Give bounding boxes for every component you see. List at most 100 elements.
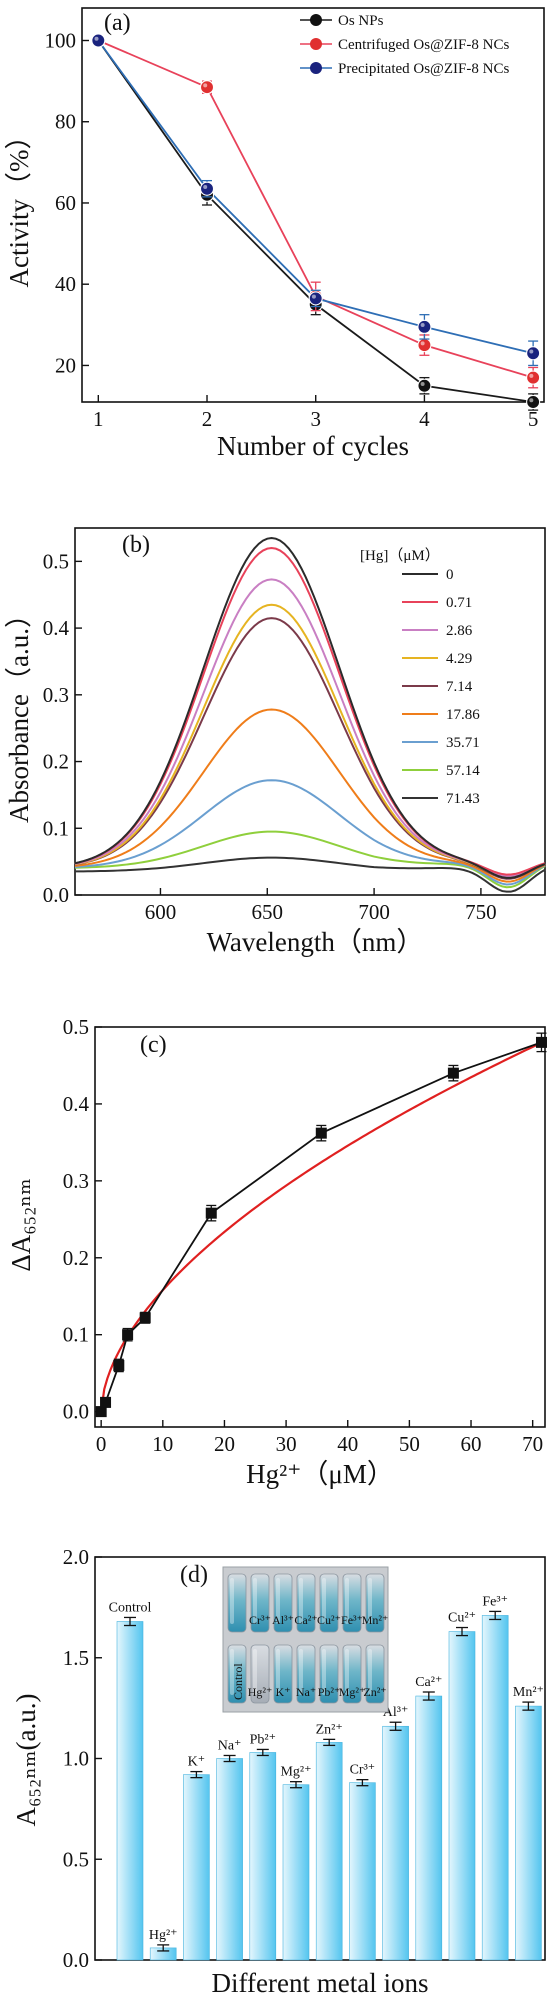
- marker-highlight: [94, 36, 99, 41]
- legend-label: 0.71: [446, 595, 472, 611]
- marker-highlight: [311, 294, 316, 299]
- data-point-series-0: [526, 394, 541, 410]
- panel-c-x-tick-label: 60: [461, 1432, 482, 1456]
- data-point-series-1: [526, 370, 541, 385]
- panel-a-x-ticks: 1 2 3 4 5: [93, 395, 538, 431]
- vial-shine: [230, 1649, 234, 1695]
- vial: [296, 1644, 316, 1704]
- panel-c-x-tick-label: 30: [276, 1432, 297, 1456]
- bar-label: Al³⁺: [383, 1705, 409, 1720]
- bar-label: Ca²⁺: [415, 1675, 442, 1690]
- bar-label: Control: [109, 1600, 152, 1615]
- bar: [349, 1782, 376, 1961]
- panel-a-frame: [81, 7, 545, 403]
- vial-label: Zn²⁺: [363, 1685, 386, 1699]
- legend-marker: [310, 14, 322, 26]
- panel-b-y-tick-label: 0.5: [43, 549, 69, 573]
- data-point: [122, 1329, 134, 1341]
- bar: [382, 1725, 409, 1961]
- vial: [250, 1644, 270, 1704]
- data-point: [139, 1312, 151, 1324]
- panel-d-x-title: Different metal ions: [212, 1968, 429, 1995]
- vial-label: Fe³⁺: [341, 1613, 363, 1627]
- panel-c-y-tick-label: 0.1: [63, 1323, 89, 1347]
- panel-b-x-tick-label: 700: [358, 900, 390, 924]
- marker-highlight: [529, 373, 534, 378]
- panel-a-x-tick-label: 1: [93, 407, 104, 431]
- bar-label: Zn²⁺: [316, 1722, 343, 1737]
- legend-item-centrifuged: Centrifuged Os@ZIF-8 NCs: [300, 37, 509, 53]
- vial: [319, 1644, 339, 1704]
- bar-label: K⁺: [188, 1755, 206, 1770]
- vial: [250, 1573, 270, 1633]
- vial-shine: [299, 1649, 303, 1695]
- legend-title: [Hg]（μM）: [360, 547, 440, 564]
- bar: [515, 1705, 542, 1961]
- panel-b-spectra: [74, 536, 546, 893]
- panel-b-x-tick-label: 750: [465, 900, 497, 924]
- panel-c-y-ticks: 0.0 0.1 0.2 0.3 0.4 0.5: [63, 1015, 102, 1424]
- panel-a-x-tick-label: 5: [528, 407, 539, 431]
- vial-label: Ca²⁺: [294, 1613, 317, 1627]
- vial: [365, 1644, 385, 1704]
- panel-b: (b) Wavelength（nm） Absorbance（a.u.） 600 6…: [4, 527, 546, 957]
- panel-b-x-tick-label: 650: [252, 900, 284, 924]
- panel-c-x-tick-label: 20: [214, 1432, 235, 1456]
- marker-highlight: [420, 381, 425, 386]
- panel-b-x-title: Wavelength（nm）: [207, 927, 424, 957]
- panel-a-legend: Os NPs Centrifuged Os@ZIF-8 NCs Precipit…: [300, 13, 509, 77]
- data-point: [113, 1359, 125, 1371]
- marker-highlight: [420, 341, 425, 346]
- data-point-series-2: [417, 319, 432, 334]
- panel-c-x-tick-label: 40: [337, 1432, 358, 1456]
- panel-a-y-tick-label: 60: [55, 191, 76, 215]
- panel-c-x-tick-label: 50: [399, 1432, 420, 1456]
- vial-label: Mn²⁺: [362, 1613, 389, 1627]
- legend-label: Os NPs: [338, 13, 384, 29]
- panel-c-x-tick-label: 0: [96, 1432, 107, 1456]
- bar-label: Pb²⁺: [250, 1732, 276, 1747]
- panel-c-y-tick-label: 0.4: [63, 1092, 90, 1116]
- bar: [282, 1784, 310, 1961]
- vial-label: K⁺: [276, 1685, 291, 1699]
- vial: [365, 1573, 385, 1633]
- panel-c-x-title: Hg²⁺（μM）: [246, 1459, 394, 1489]
- vial-label: Cr³⁺: [249, 1613, 271, 1627]
- vial: [342, 1644, 362, 1704]
- legend-item-os-nps: Os NPs: [300, 13, 384, 29]
- vial-label: Control: [231, 1663, 245, 1700]
- panel-c-x-tick-label: 10: [152, 1432, 173, 1456]
- vial-shine: [276, 1649, 280, 1695]
- panel-c-y-title: ΔA₆₅₂ₙₘ: [6, 1178, 36, 1271]
- legend-label: Precipitated Os@ZIF-8 NCs: [338, 61, 509, 77]
- spectrum-curve-6: [74, 779, 546, 886]
- panel-b-y-tick-label: 0.3: [43, 683, 69, 707]
- vial-label: Hg²⁺: [248, 1685, 273, 1699]
- data-point-series-2: [199, 181, 215, 196]
- vial-shine: [345, 1578, 349, 1624]
- bar: [481, 1615, 509, 1961]
- spectrum-curve-0: [74, 536, 546, 879]
- panel-b-y-tick-label: 0.1: [43, 816, 69, 840]
- marker-highlight: [203, 184, 208, 189]
- vial-label: Pb²⁺: [318, 1685, 341, 1699]
- panel-a: (a) Number of cycles Activity（%） 1 2 3 4 5 2…: [4, 7, 545, 461]
- panel-a-label: (a): [104, 10, 131, 36]
- vial-shine: [368, 1578, 372, 1624]
- marker-highlight: [529, 398, 534, 403]
- panel-d-y-tick-label: 1.0: [63, 1747, 89, 1771]
- panel-d-y-ticks: 0.0 0.5 1.0 1.5 2.0: [63, 1545, 102, 1972]
- bar-label: Fe³⁺: [482, 1594, 508, 1609]
- panel-c-y-tick-label: 0.3: [63, 1169, 89, 1193]
- bar-label: Na⁺: [218, 1738, 242, 1753]
- panel-c-frame: [94, 1026, 546, 1428]
- panel-c-plot: [95, 1032, 547, 1418]
- legend-label: 35.71: [446, 735, 480, 751]
- data-point-series-2: [526, 346, 541, 361]
- data-point: [95, 1406, 107, 1418]
- bar-label: Cu²⁺: [448, 1611, 476, 1626]
- legend-label: 57.14: [446, 763, 480, 779]
- fit-curve: [100, 1042, 540, 1412]
- panel-b-frame: [74, 527, 546, 896]
- bar-label: Mg²⁺: [280, 1765, 311, 1780]
